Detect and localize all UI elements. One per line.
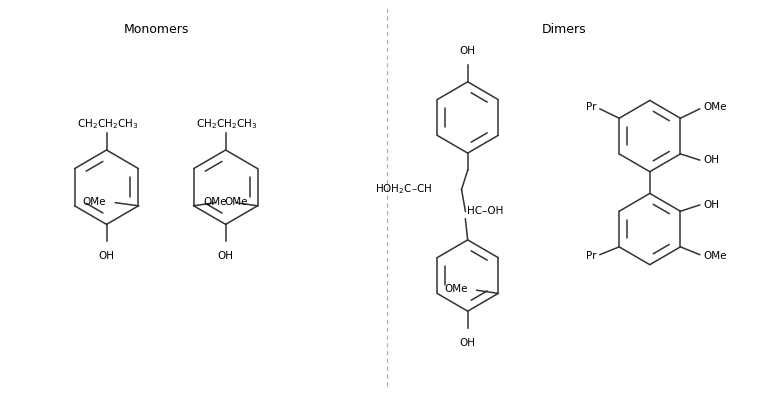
Text: OH: OH [217, 251, 234, 261]
Text: OMe: OMe [444, 285, 467, 294]
Text: OMe: OMe [704, 102, 727, 112]
Text: OH: OH [460, 46, 476, 56]
Text: OMe: OMe [83, 197, 106, 207]
Text: Monomers: Monomers [124, 24, 189, 37]
Text: Pr: Pr [586, 251, 596, 261]
Text: Pr: Pr [586, 102, 596, 112]
Text: Dimers: Dimers [542, 24, 586, 37]
Text: OH: OH [704, 200, 720, 210]
Text: HOH$_2$C–CH: HOH$_2$C–CH [375, 183, 433, 196]
Text: OMe: OMe [224, 197, 248, 207]
Text: OMe: OMe [204, 197, 227, 207]
Text: HC–OH: HC–OH [467, 206, 503, 216]
Text: CH$_2$CH$_2$CH$_3$: CH$_2$CH$_2$CH$_3$ [77, 117, 138, 130]
Text: OH: OH [704, 155, 720, 165]
Text: OH: OH [98, 251, 115, 261]
Text: OH: OH [460, 338, 476, 347]
Text: CH$_2$CH$_2$CH$_3$: CH$_2$CH$_2$CH$_3$ [196, 117, 257, 130]
Text: OMe: OMe [704, 251, 727, 261]
